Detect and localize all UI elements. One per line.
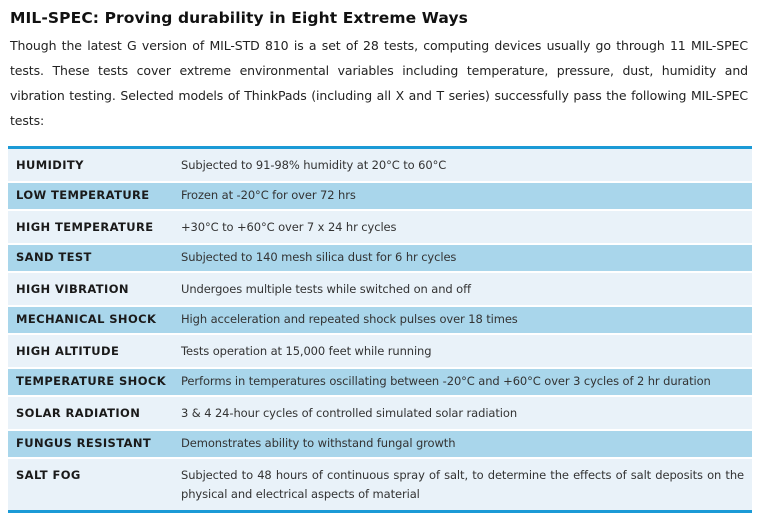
row-label: FUNGUS RESISTANT — [16, 436, 152, 450]
milspec-table-body: HUMIDITY Subjected to 91-98% humidity at… — [8, 149, 752, 510]
row-label: HUMIDITY — [16, 158, 84, 172]
row-description: 3 & 4 24-hour cycles of controlled simul… — [181, 406, 518, 420]
table-row: SOLAR RADIATION 3 & 4 24-hour cycles of … — [8, 397, 752, 431]
row-label: HIGH TEMPERATURE — [16, 220, 154, 234]
table-row: TEMPERATURE SHOCK Performs in temperatur… — [8, 369, 752, 397]
row-label: HIGH ALTITUDE — [16, 344, 120, 358]
row-label: SOLAR RADIATION — [16, 406, 141, 420]
row-description: +30°C to +60°C over 7 x 24 hr cycles — [181, 220, 397, 234]
row-description: Subjected to 91-98% humidity at 20°C to … — [181, 158, 447, 172]
table-row: HUMIDITY Subjected to 91-98% humidity at… — [8, 149, 752, 183]
table-row: HIGH VIBRATION Undergoes multiple tests … — [8, 273, 752, 307]
row-description: Demonstrates ability to withstand fungal… — [181, 436, 456, 450]
row-description: Frozen at -20°C for over 72 hrs — [181, 188, 356, 202]
row-description: Undergoes multiple tests while switched … — [181, 282, 471, 296]
table-row: MECHANICAL SHOCK High acceleration and r… — [8, 307, 752, 335]
page-title: MIL-SPEC: Proving durability in Eight Ex… — [10, 9, 469, 27]
row-label: LOW TEMPERATURE — [16, 188, 150, 202]
table-row: HIGH TEMPERATURE +30°C to +60°C over 7 x… — [8, 211, 752, 245]
row-label: MECHANICAL SHOCK — [16, 312, 157, 326]
row-description: Subjected to 48 hours of continuous spra… — [181, 468, 744, 501]
row-description: Subjected to 140 mesh silica dust for 6 … — [181, 250, 457, 264]
row-description: Tests operation at 15,000 feet while run… — [181, 344, 432, 358]
milspec-table: HUMIDITY Subjected to 91-98% humidity at… — [8, 146, 752, 513]
row-description: Performs in temperatures oscillating bet… — [181, 374, 711, 388]
table-row: SALT FOG Subjected to 48 hours of contin… — [8, 459, 752, 510]
row-label: SALT FOG — [16, 468, 81, 482]
row-label: SAND TEST — [16, 250, 92, 264]
row-label: HIGH VIBRATION — [16, 282, 129, 296]
table-row: LOW TEMPERATURE Frozen at -20°C for over… — [8, 183, 752, 211]
intro-paragraph: Though the latest G version of MIL-STD 8… — [10, 38, 748, 128]
document-page: MIL-SPEC: Proving durability in Eight Ex… — [8, 9, 752, 513]
row-description: High acceleration and repeated shock pul… — [181, 312, 518, 326]
table-row: SAND TEST Subjected to 140 mesh silica d… — [8, 245, 752, 273]
row-label: TEMPERATURE SHOCK — [16, 374, 167, 388]
table-row: HIGH ALTITUDE Tests operation at 15,000 … — [8, 335, 752, 369]
table-row: FUNGUS RESISTANT Demonstrates ability to… — [8, 431, 752, 459]
